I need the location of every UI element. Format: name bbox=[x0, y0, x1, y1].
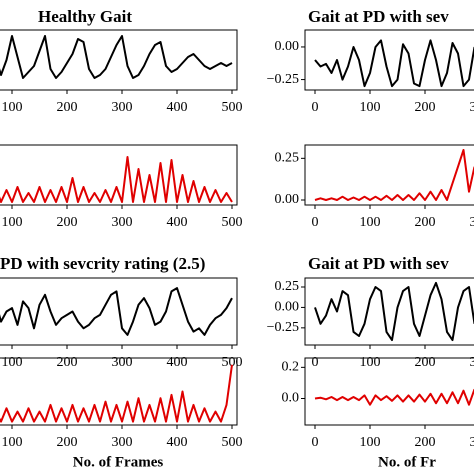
x-tick-label: 200 bbox=[415, 100, 436, 115]
y-tick-label: 0.25 bbox=[275, 151, 300, 166]
data-line bbox=[0, 35, 233, 79]
x-tick-label: 200 bbox=[57, 435, 78, 450]
x-tick-label: 200 bbox=[57, 100, 78, 115]
data-line bbox=[0, 364, 233, 423]
y-tick-label: 0.0 bbox=[282, 391, 300, 406]
y-tick-label: 0.00 bbox=[275, 39, 300, 54]
subplot-title: Healthy Gait bbox=[38, 7, 132, 26]
x-tick-label: 300 bbox=[112, 215, 133, 230]
y-tick-label: 0.00 bbox=[275, 192, 300, 207]
x-tick-label: 0 bbox=[312, 435, 319, 450]
x-axis-label: No. of Frames bbox=[73, 454, 164, 470]
x-tick-label: 100 bbox=[2, 435, 23, 450]
data-line bbox=[314, 388, 474, 406]
plot-frame bbox=[304, 277, 474, 346]
x-tick-label: 300 bbox=[470, 215, 474, 230]
x-tick-label: 100 bbox=[360, 355, 381, 370]
plot-frame bbox=[304, 144, 474, 206]
x-tick-label: 100 bbox=[360, 215, 381, 230]
data-line bbox=[0, 156, 233, 203]
y-tick-label: −0.25 bbox=[267, 72, 299, 87]
x-tick-label: 0 bbox=[312, 100, 319, 115]
x-tick-label: 100 bbox=[360, 100, 381, 115]
data-line bbox=[314, 149, 474, 201]
subplot-title: Gait at PD with sev bbox=[308, 7, 449, 26]
x-tick-label: 300 bbox=[112, 100, 133, 115]
x-tick-label: 200 bbox=[57, 215, 78, 230]
data-line bbox=[314, 281, 474, 342]
plot-frame bbox=[0, 29, 238, 91]
x-tick-label: 0 bbox=[312, 215, 319, 230]
x-tick-label: 200 bbox=[57, 355, 78, 370]
y-tick-label: 0.2 bbox=[282, 360, 300, 375]
subplot-title: PD with sevcrity rating (2.5) bbox=[0, 254, 205, 273]
x-tick-label: 400 bbox=[167, 435, 188, 450]
x-tick-label: 400 bbox=[167, 355, 188, 370]
x-tick-label: 300 bbox=[470, 355, 474, 370]
data-line bbox=[0, 287, 233, 336]
x-tick-label: 300 bbox=[112, 435, 133, 450]
x-tick-label: 200 bbox=[415, 355, 436, 370]
plot-frame bbox=[0, 277, 238, 346]
x-tick-label: 100 bbox=[2, 100, 23, 115]
x-tick-label: 300 bbox=[470, 435, 474, 450]
x-tick-label: 100 bbox=[2, 355, 23, 370]
y-tick-label: −0.25 bbox=[267, 320, 299, 335]
plot-frame bbox=[304, 357, 474, 426]
x-tick-label: 500 bbox=[222, 435, 243, 450]
plot-frame bbox=[0, 357, 238, 426]
x-tick-label: 300 bbox=[470, 100, 474, 115]
x-tick-label: 200 bbox=[415, 435, 436, 450]
x-tick-label: 0 bbox=[312, 355, 319, 370]
x-tick-label: 500 bbox=[222, 100, 243, 115]
data-line bbox=[314, 39, 474, 88]
y-tick-label: 0.25 bbox=[275, 279, 300, 294]
x-tick-label: 300 bbox=[112, 355, 133, 370]
x-tick-label: 200 bbox=[415, 215, 436, 230]
y-tick-label: 0.00 bbox=[275, 300, 300, 315]
subplot-title: Gait at PD with sev bbox=[308, 254, 449, 273]
x-tick-label: 100 bbox=[2, 215, 23, 230]
x-tick-label: 400 bbox=[167, 100, 188, 115]
x-axis-label: No. of Fr bbox=[378, 454, 436, 470]
x-tick-label: 100 bbox=[360, 435, 381, 450]
x-tick-label: 400 bbox=[167, 215, 188, 230]
x-tick-label: 500 bbox=[222, 215, 243, 230]
plot-frame bbox=[0, 144, 238, 206]
plot-frame bbox=[304, 29, 474, 91]
